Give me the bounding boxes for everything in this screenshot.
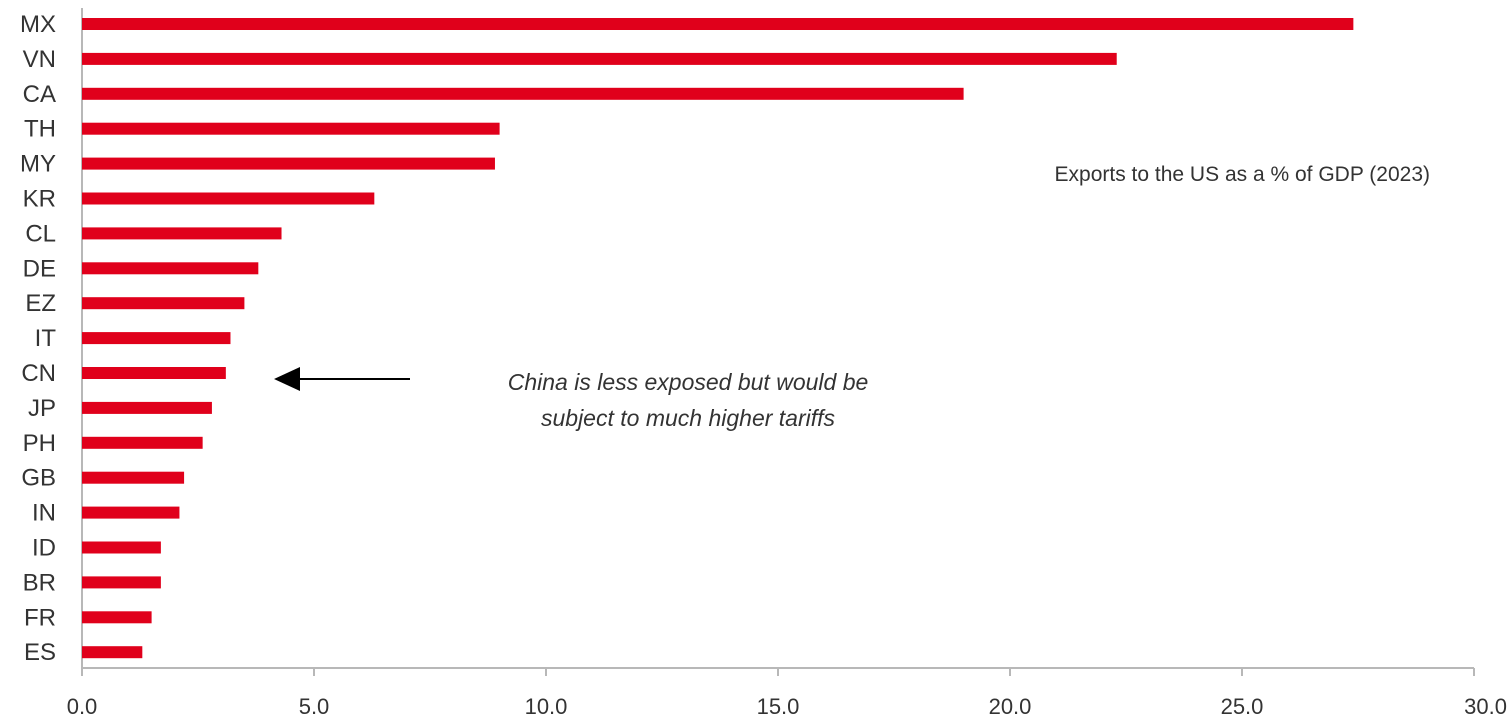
category-label-de: DE bbox=[23, 255, 56, 282]
x-tick-label: 15.0 bbox=[757, 694, 800, 719]
bar-th bbox=[82, 122, 500, 135]
category-label-br: BR bbox=[23, 569, 56, 596]
bar-it bbox=[82, 332, 231, 345]
bar-br bbox=[82, 576, 161, 589]
category-label-vn: VN bbox=[23, 46, 56, 73]
category-label-ph: PH bbox=[23, 430, 56, 457]
bar-kr bbox=[82, 192, 375, 205]
category-label-in: IN bbox=[32, 500, 56, 527]
annotation-line-1: China is less exposed but would be bbox=[508, 369, 869, 395]
bar-gb bbox=[82, 471, 185, 484]
x-tick-label: 5.0 bbox=[299, 694, 330, 719]
x-tick-label: 0.0 bbox=[67, 694, 98, 719]
annotation-arrow-head bbox=[274, 367, 300, 391]
category-label-gb: GB bbox=[21, 465, 56, 492]
x-tick-label: 30.0 bbox=[1464, 694, 1507, 719]
bar-ph bbox=[82, 436, 203, 449]
bar-fr bbox=[82, 611, 152, 624]
bar-id bbox=[82, 541, 161, 554]
bar-ca bbox=[82, 87, 964, 100]
category-label-jp: JP bbox=[28, 395, 56, 422]
category-label-id: ID bbox=[32, 535, 56, 562]
bar-ez bbox=[82, 297, 245, 310]
category-labels: MX VN CA TH MY KR CL DE EZ IT CN JP PH GB IN ID BR FR ES bbox=[20, 11, 56, 666]
category-label-ez: EZ bbox=[25, 290, 56, 317]
x-tick-label: 25.0 bbox=[1221, 694, 1264, 719]
bar-in bbox=[82, 506, 180, 519]
category-label-es: ES bbox=[24, 639, 56, 666]
bar-my bbox=[82, 157, 495, 170]
category-label-cl: CL bbox=[25, 220, 56, 247]
annotation-line-2: subject to much higher tariffs bbox=[541, 405, 836, 431]
x-tick-label: 10.0 bbox=[525, 694, 568, 719]
series-label: Exports to the US as a % of GDP (2023) bbox=[1055, 163, 1430, 186]
x-axis-ticks: 0.0 5.0 10.0 15.0 20.0 25.0 30.0 bbox=[67, 668, 1507, 719]
category-label-my: MY bbox=[20, 151, 56, 178]
bar-jp bbox=[82, 401, 212, 414]
category-label-th: TH bbox=[24, 116, 56, 143]
bar-mx bbox=[82, 18, 1354, 30]
bar-vn bbox=[82, 52, 1117, 65]
category-label-it: IT bbox=[35, 325, 57, 352]
bar-cn bbox=[82, 367, 226, 379]
category-label-ca: CA bbox=[23, 81, 56, 108]
x-tick-label: 20.0 bbox=[989, 694, 1032, 719]
category-label-mx: MX bbox=[20, 11, 56, 38]
category-label-cn: CN bbox=[21, 360, 56, 387]
bar-es bbox=[82, 646, 143, 659]
category-label-kr: KR bbox=[23, 186, 56, 213]
bar-cl bbox=[82, 227, 282, 240]
china-annotation: China is less exposed but would be subje… bbox=[274, 367, 868, 431]
bar-de bbox=[82, 262, 259, 275]
bars-group bbox=[81, 8, 1354, 668]
category-label-fr: FR bbox=[24, 604, 56, 631]
